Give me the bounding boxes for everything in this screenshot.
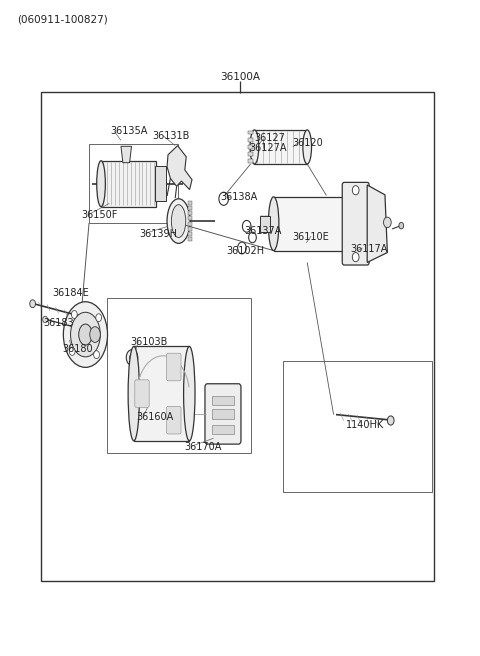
Bar: [188, 237, 192, 241]
Circle shape: [387, 416, 394, 425]
Bar: [41, 92, 434, 581]
FancyBboxPatch shape: [342, 182, 369, 265]
FancyBboxPatch shape: [167, 353, 181, 380]
Circle shape: [72, 310, 77, 318]
Text: 36127A: 36127A: [250, 142, 287, 153]
Bar: [260, 216, 270, 232]
FancyBboxPatch shape: [205, 384, 241, 444]
Bar: [101, 161, 156, 207]
Bar: [188, 211, 192, 215]
Circle shape: [352, 253, 359, 262]
Circle shape: [69, 348, 75, 356]
Text: 36170A: 36170A: [185, 442, 222, 453]
Bar: [188, 232, 192, 236]
Polygon shape: [167, 146, 192, 190]
Bar: [274, 197, 348, 251]
Bar: [188, 206, 192, 210]
Text: 36138A: 36138A: [220, 192, 257, 202]
Ellipse shape: [250, 130, 259, 164]
Ellipse shape: [90, 327, 100, 342]
Bar: [89, 144, 178, 223]
Text: 36117A: 36117A: [350, 244, 388, 255]
Bar: [156, 166, 166, 201]
Ellipse shape: [79, 324, 92, 345]
Ellipse shape: [128, 346, 140, 441]
Bar: [134, 346, 189, 441]
Circle shape: [384, 217, 391, 228]
Bar: [212, 425, 234, 434]
Bar: [212, 409, 234, 419]
Circle shape: [30, 300, 36, 308]
FancyBboxPatch shape: [135, 380, 149, 407]
Bar: [188, 222, 192, 226]
Circle shape: [399, 222, 404, 229]
Bar: [107, 298, 251, 453]
Bar: [248, 145, 253, 149]
Circle shape: [96, 314, 102, 321]
Polygon shape: [367, 185, 387, 262]
Ellipse shape: [71, 312, 100, 357]
Text: 36100A: 36100A: [220, 72, 260, 83]
Ellipse shape: [303, 130, 312, 164]
Polygon shape: [121, 146, 132, 163]
Bar: [283, 361, 432, 492]
Bar: [248, 131, 253, 134]
Text: 36183: 36183: [43, 318, 74, 328]
Text: 36180: 36180: [62, 344, 93, 354]
Text: 36150F: 36150F: [82, 210, 118, 220]
Ellipse shape: [184, 346, 195, 441]
Bar: [150, 354, 177, 375]
Ellipse shape: [63, 302, 108, 367]
Text: 36184E: 36184E: [52, 287, 89, 298]
Bar: [248, 138, 253, 142]
Bar: [248, 152, 253, 156]
FancyBboxPatch shape: [167, 407, 181, 434]
Text: 36135A: 36135A: [110, 126, 148, 136]
Text: 36160A: 36160A: [137, 411, 174, 422]
Bar: [248, 159, 253, 163]
Bar: [188, 216, 192, 220]
Ellipse shape: [268, 197, 279, 251]
Bar: [212, 396, 234, 405]
Circle shape: [126, 350, 138, 365]
Text: 36120: 36120: [292, 138, 323, 148]
Text: 36103B: 36103B: [131, 337, 168, 348]
Text: 36131B: 36131B: [153, 131, 190, 141]
Circle shape: [43, 316, 48, 323]
Text: (060911-100827): (060911-100827): [17, 14, 108, 24]
Bar: [188, 227, 192, 231]
Circle shape: [352, 186, 359, 195]
Text: 36110E: 36110E: [292, 232, 329, 243]
Ellipse shape: [167, 199, 190, 243]
Text: 1140HK: 1140HK: [346, 420, 384, 430]
Circle shape: [173, 159, 182, 172]
Text: 36127: 36127: [254, 133, 285, 143]
Text: 36137A: 36137A: [245, 226, 282, 236]
Circle shape: [94, 351, 99, 359]
Text: 36102H: 36102H: [227, 245, 264, 256]
Ellipse shape: [171, 205, 186, 237]
Bar: [254, 130, 307, 164]
Circle shape: [130, 354, 134, 361]
Text: 36139H: 36139H: [139, 229, 177, 239]
Ellipse shape: [97, 161, 106, 207]
Bar: [188, 201, 192, 205]
